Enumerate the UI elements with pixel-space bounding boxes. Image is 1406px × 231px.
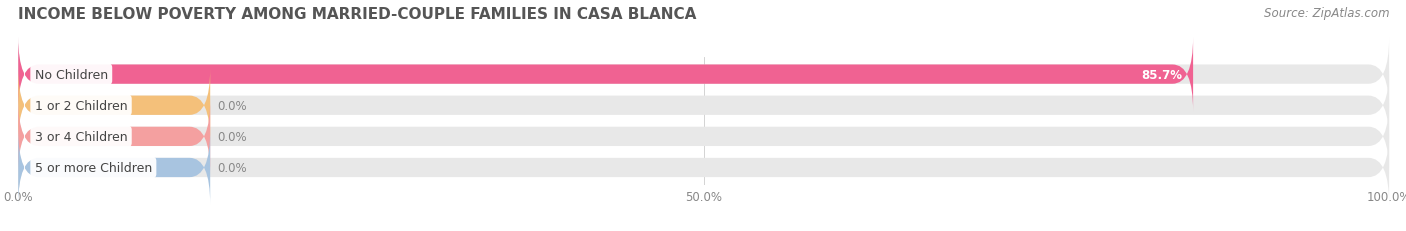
FancyBboxPatch shape [18,69,1389,143]
FancyBboxPatch shape [18,100,211,174]
Text: INCOME BELOW POVERTY AMONG MARRIED-COUPLE FAMILIES IN CASA BLANCA: INCOME BELOW POVERTY AMONG MARRIED-COUPL… [18,7,696,22]
Text: 0.0%: 0.0% [217,161,246,174]
FancyBboxPatch shape [18,131,211,205]
Text: 5 or more Children: 5 or more Children [35,161,152,174]
Text: No Children: No Children [35,68,108,81]
FancyBboxPatch shape [18,38,1194,112]
FancyBboxPatch shape [18,131,1389,205]
Text: 0.0%: 0.0% [217,99,246,112]
Text: 1 or 2 Children: 1 or 2 Children [35,99,128,112]
Text: Source: ZipAtlas.com: Source: ZipAtlas.com [1264,7,1389,20]
FancyBboxPatch shape [18,38,1389,112]
Text: 85.7%: 85.7% [1142,68,1182,81]
Text: 3 or 4 Children: 3 or 4 Children [35,130,128,143]
FancyBboxPatch shape [18,69,211,143]
FancyBboxPatch shape [18,100,1389,174]
Text: 0.0%: 0.0% [217,130,246,143]
